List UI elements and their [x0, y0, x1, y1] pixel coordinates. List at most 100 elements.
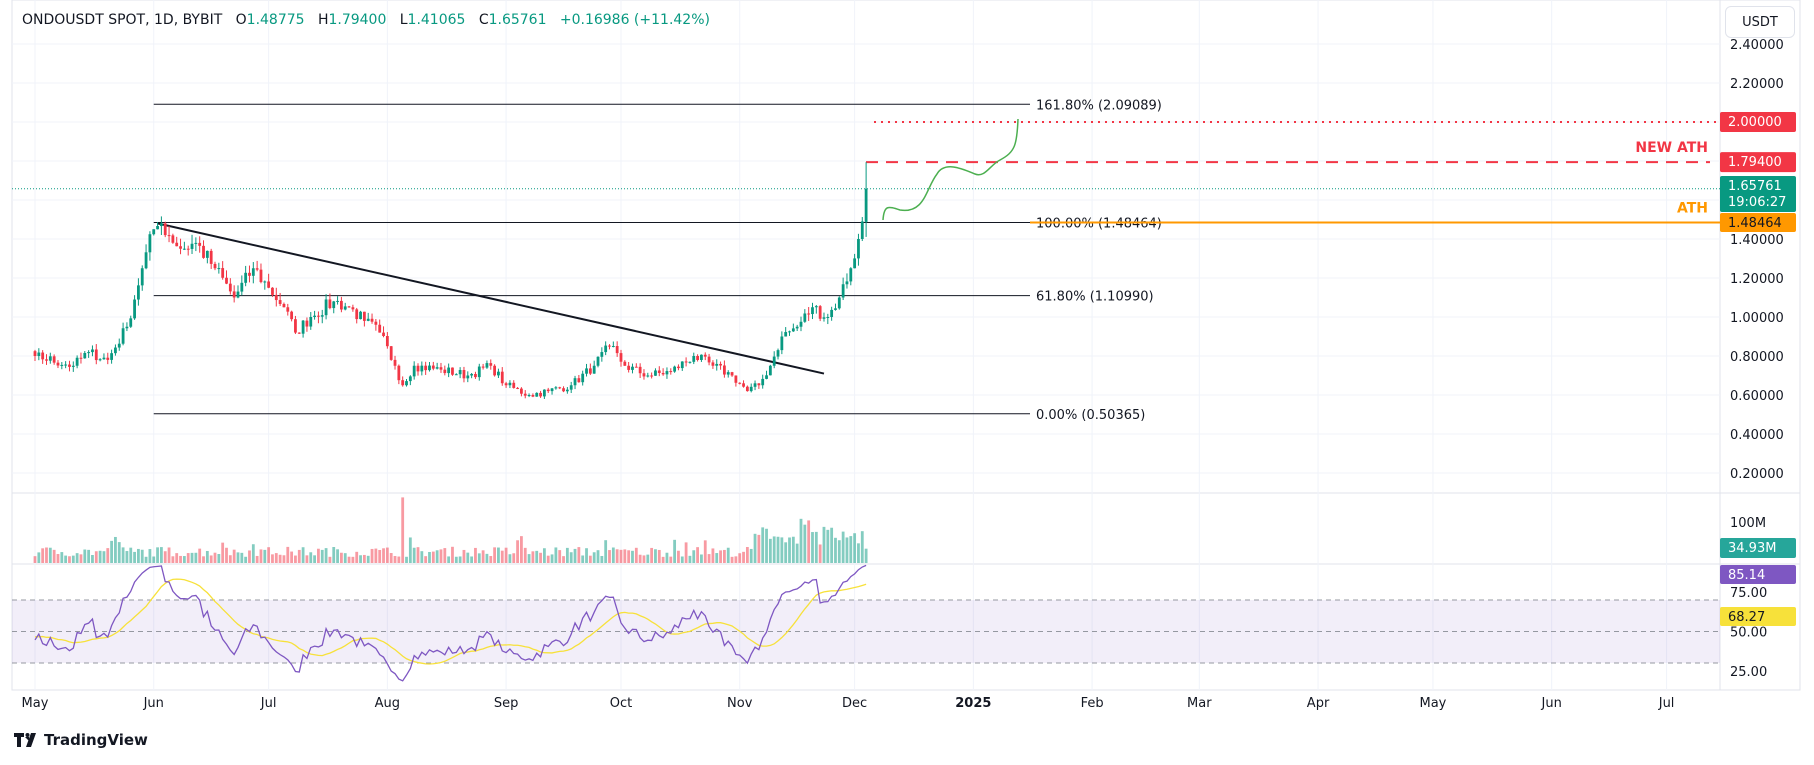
candle [581, 373, 585, 383]
candle [454, 374, 458, 376]
candle [401, 380, 405, 386]
candle [244, 272, 248, 283]
candle [94, 349, 98, 361]
volume-current-tag [1720, 538, 1796, 558]
volume-bar [94, 551, 98, 563]
volume-bar [217, 554, 221, 563]
candle [328, 299, 332, 309]
volume-bar [458, 556, 462, 563]
volume-bar [240, 552, 244, 563]
price-tick-label: 1.00000 [1730, 311, 1784, 326]
volume-bar [692, 550, 696, 563]
volume-bar [719, 550, 722, 563]
volume-bar [389, 553, 393, 563]
candle [156, 226, 159, 230]
candle [654, 370, 657, 376]
candle [803, 313, 807, 322]
candle [52, 356, 56, 363]
volume-bar [661, 556, 665, 563]
volume-bar [91, 555, 94, 563]
candle [64, 364, 68, 366]
candle [723, 365, 726, 375]
volume-bar [451, 546, 454, 563]
candle [592, 365, 596, 374]
volume-bar [715, 553, 719, 563]
candle [768, 365, 772, 376]
chart-frame [11, 0, 1801, 691]
volume-bar [171, 556, 175, 563]
candle [182, 248, 186, 250]
currency-button[interactable]: USDT [1725, 6, 1795, 38]
candle [267, 281, 271, 288]
candle [512, 382, 516, 388]
target-price-tag-text: 2.00000 [1728, 115, 1782, 130]
candle [772, 356, 776, 366]
candle [412, 365, 416, 377]
candle [753, 383, 757, 387]
candle [420, 365, 424, 372]
volume-bar [179, 555, 182, 563]
candle [573, 378, 577, 386]
volume-bar [324, 548, 328, 563]
time-tick-label: Dec [842, 696, 867, 711]
candle [447, 367, 451, 374]
candle [627, 365, 631, 370]
volume-bar [117, 542, 121, 563]
candle [56, 362, 60, 366]
candle [546, 389, 550, 392]
volume-bar [228, 555, 232, 563]
candle [822, 317, 826, 319]
open-value: 1.48775 [246, 12, 305, 28]
candle [535, 392, 539, 397]
candle [140, 268, 144, 286]
rsi-ma-line [34, 578, 867, 665]
rsi-value-tag-text: 85.14 [1728, 568, 1765, 583]
ath-price-tag [1720, 213, 1796, 232]
volume-bar [588, 555, 592, 563]
volume-bar [64, 555, 68, 563]
volume-bar [102, 551, 106, 563]
rsi-line [34, 564, 867, 682]
candle [807, 313, 811, 315]
volume-bar [175, 553, 179, 563]
volume-bar [531, 551, 535, 563]
time-tick-label: Jul [1658, 696, 1675, 711]
candle [638, 366, 642, 374]
tradingview-logo[interactable]: TradingView [14, 731, 148, 749]
volume-bar [393, 556, 397, 563]
volume-bar [665, 552, 669, 563]
volume-bar [657, 549, 661, 563]
volume-bar [133, 551, 136, 563]
candle [791, 328, 795, 332]
volume-bar [209, 555, 213, 563]
candle [163, 223, 167, 236]
volume-bar [822, 526, 826, 563]
volume-bar [799, 518, 803, 563]
volume-bar [60, 552, 64, 563]
candle [677, 366, 680, 369]
candle [665, 371, 669, 375]
volume-bar [41, 548, 45, 563]
candle [133, 299, 136, 319]
volume-bar [742, 551, 745, 563]
candle [37, 352, 41, 356]
candle [615, 346, 619, 354]
candle [692, 356, 696, 362]
candle [745, 386, 749, 392]
volume-bar [359, 555, 362, 563]
volume-bar [834, 537, 837, 563]
volume-bar [255, 555, 259, 563]
candle [431, 365, 435, 369]
volume-bar [435, 550, 439, 563]
candle [240, 282, 244, 292]
volume-bar [194, 552, 198, 563]
volume-bar [565, 547, 569, 563]
candle [79, 357, 83, 359]
candle [834, 308, 837, 310]
new-ath-price-tag-text: 1.79400 [1728, 155, 1782, 170]
volume-bar [282, 555, 286, 563]
rsi-ma-tag [1720, 607, 1796, 626]
candle [765, 375, 768, 379]
volume-bar [845, 537, 849, 563]
